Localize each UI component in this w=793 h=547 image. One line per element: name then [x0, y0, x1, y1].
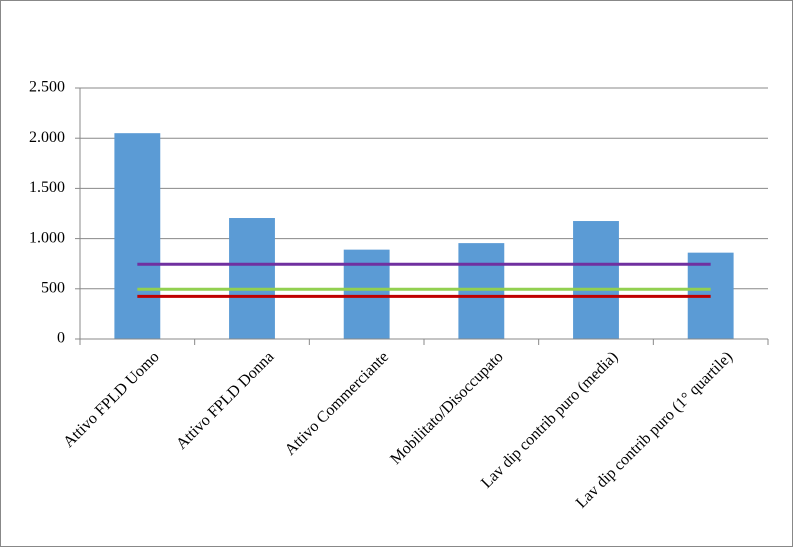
- y-tick-label: 1.000: [29, 229, 65, 246]
- bar: [573, 221, 619, 339]
- y-tick-label: 0: [57, 330, 65, 347]
- bar: [229, 218, 275, 339]
- y-tick-label: 1.500: [29, 179, 65, 196]
- y-tick-label: 2.000: [29, 129, 65, 146]
- bar: [458, 243, 505, 339]
- y-tick-label: 500: [41, 279, 65, 296]
- y-tick-label: 2.500: [29, 79, 65, 96]
- bar: [114, 133, 161, 339]
